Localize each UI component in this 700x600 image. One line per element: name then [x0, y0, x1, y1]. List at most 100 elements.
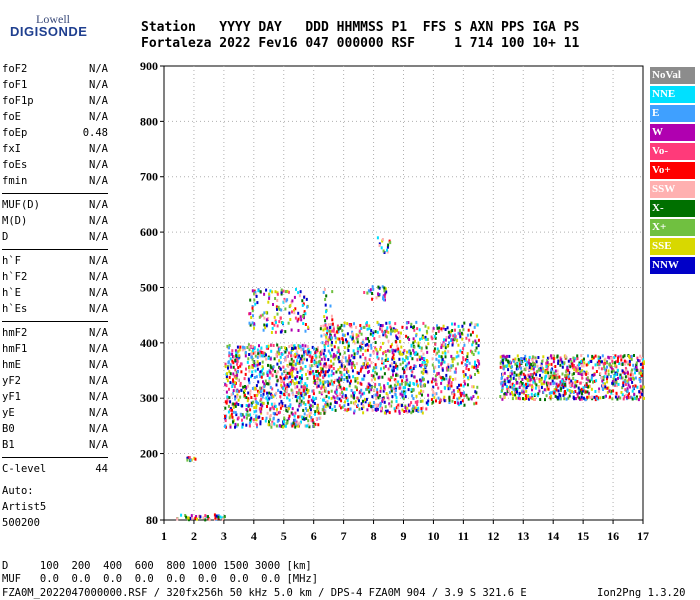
echo-point [276, 324, 279, 328]
echo-point [248, 366, 251, 370]
echo-point [343, 378, 346, 381]
echo-point [585, 370, 588, 374]
echo-point [398, 403, 401, 407]
echo-point [343, 324, 346, 328]
echo-point [341, 329, 344, 333]
echo-point [255, 393, 258, 397]
x-tick-label: 1 [161, 529, 167, 543]
echo-point [359, 355, 362, 359]
echo-point [355, 333, 358, 337]
echo-point [638, 371, 641, 375]
echo-point [395, 373, 397, 377]
echo-point [266, 391, 269, 395]
echo-point [451, 338, 454, 342]
echo-point [574, 366, 577, 370]
echo-point [235, 358, 238, 361]
echo-point [468, 361, 471, 365]
echo-point [353, 402, 356, 406]
echo-point [624, 388, 627, 392]
echo-point [553, 376, 556, 380]
echo-point [246, 399, 249, 403]
echo-point [565, 397, 568, 401]
echo-point [417, 344, 420, 348]
echo-point [296, 381, 299, 385]
echo-point [317, 423, 320, 427]
echo-point [580, 354, 583, 358]
echo-point [391, 395, 394, 399]
echo-point [345, 396, 348, 400]
x-tick-label: 13 [517, 529, 529, 543]
echo-point [637, 398, 640, 402]
echo-point [595, 395, 598, 399]
echo-point [405, 367, 408, 371]
echo-point [224, 406, 227, 410]
echo-point [516, 387, 519, 391]
echo-point [260, 397, 263, 401]
echo-point [616, 359, 619, 363]
echo-point [282, 386, 285, 390]
echo-point [251, 306, 254, 310]
echo-point [547, 384, 550, 388]
echo-point [374, 346, 377, 350]
echo-point [611, 380, 614, 384]
echo-point [296, 408, 299, 412]
echo-point [195, 515, 198, 518]
echo-point [358, 391, 361, 395]
echo-point [432, 391, 435, 394]
echo-point [280, 383, 283, 387]
echo-point [390, 343, 393, 347]
echo-point [288, 381, 290, 385]
echo-point [469, 323, 472, 327]
param-row: yE N/A [2, 406, 108, 420]
echo-point [501, 354, 504, 358]
echo-point [260, 375, 263, 379]
echo-point [540, 368, 543, 372]
echo-point [333, 405, 336, 409]
echo-point [462, 358, 465, 362]
echo-point [340, 373, 343, 377]
echo-point [510, 370, 513, 374]
echo-point [603, 361, 606, 365]
echo-point [265, 345, 268, 349]
echo-point [378, 244, 381, 247]
echo-point [265, 396, 268, 400]
echo-point [448, 334, 451, 338]
echo-point [225, 375, 228, 378]
echo-point [451, 399, 454, 403]
echo-point [426, 360, 429, 364]
echo-point [325, 335, 328, 339]
echo-point [403, 370, 406, 374]
echo-point [540, 366, 543, 370]
param-row: foEs N/A [2, 158, 108, 172]
echo-point [283, 418, 286, 422]
echo-point [401, 352, 404, 356]
echo-point [391, 329, 394, 333]
echo-point [364, 343, 367, 347]
echo-point [567, 368, 570, 372]
echo-point [437, 329, 440, 333]
echo-point [272, 303, 274, 306]
echo-point [238, 354, 241, 358]
echo-point [366, 342, 369, 346]
echo-point [259, 370, 262, 374]
echo-point [399, 383, 402, 387]
echo-point [410, 325, 413, 329]
echo-point [533, 379, 536, 383]
echo-point [324, 362, 327, 366]
echo-point [403, 392, 406, 396]
echo-point [316, 385, 319, 389]
param-row: hmE N/A [2, 358, 108, 372]
echo-point [380, 327, 383, 331]
echo-point [284, 356, 287, 360]
echo-point [425, 338, 428, 341]
echo-point [567, 359, 570, 363]
echo-point [231, 385, 234, 388]
echo-point [285, 408, 288, 412]
echo-point [587, 391, 590, 395]
echo-point [405, 334, 408, 338]
echo-point [451, 329, 454, 332]
echo-point [276, 343, 279, 347]
echo-point [374, 393, 377, 397]
echo-point [629, 385, 631, 389]
echo-point [283, 424, 286, 428]
